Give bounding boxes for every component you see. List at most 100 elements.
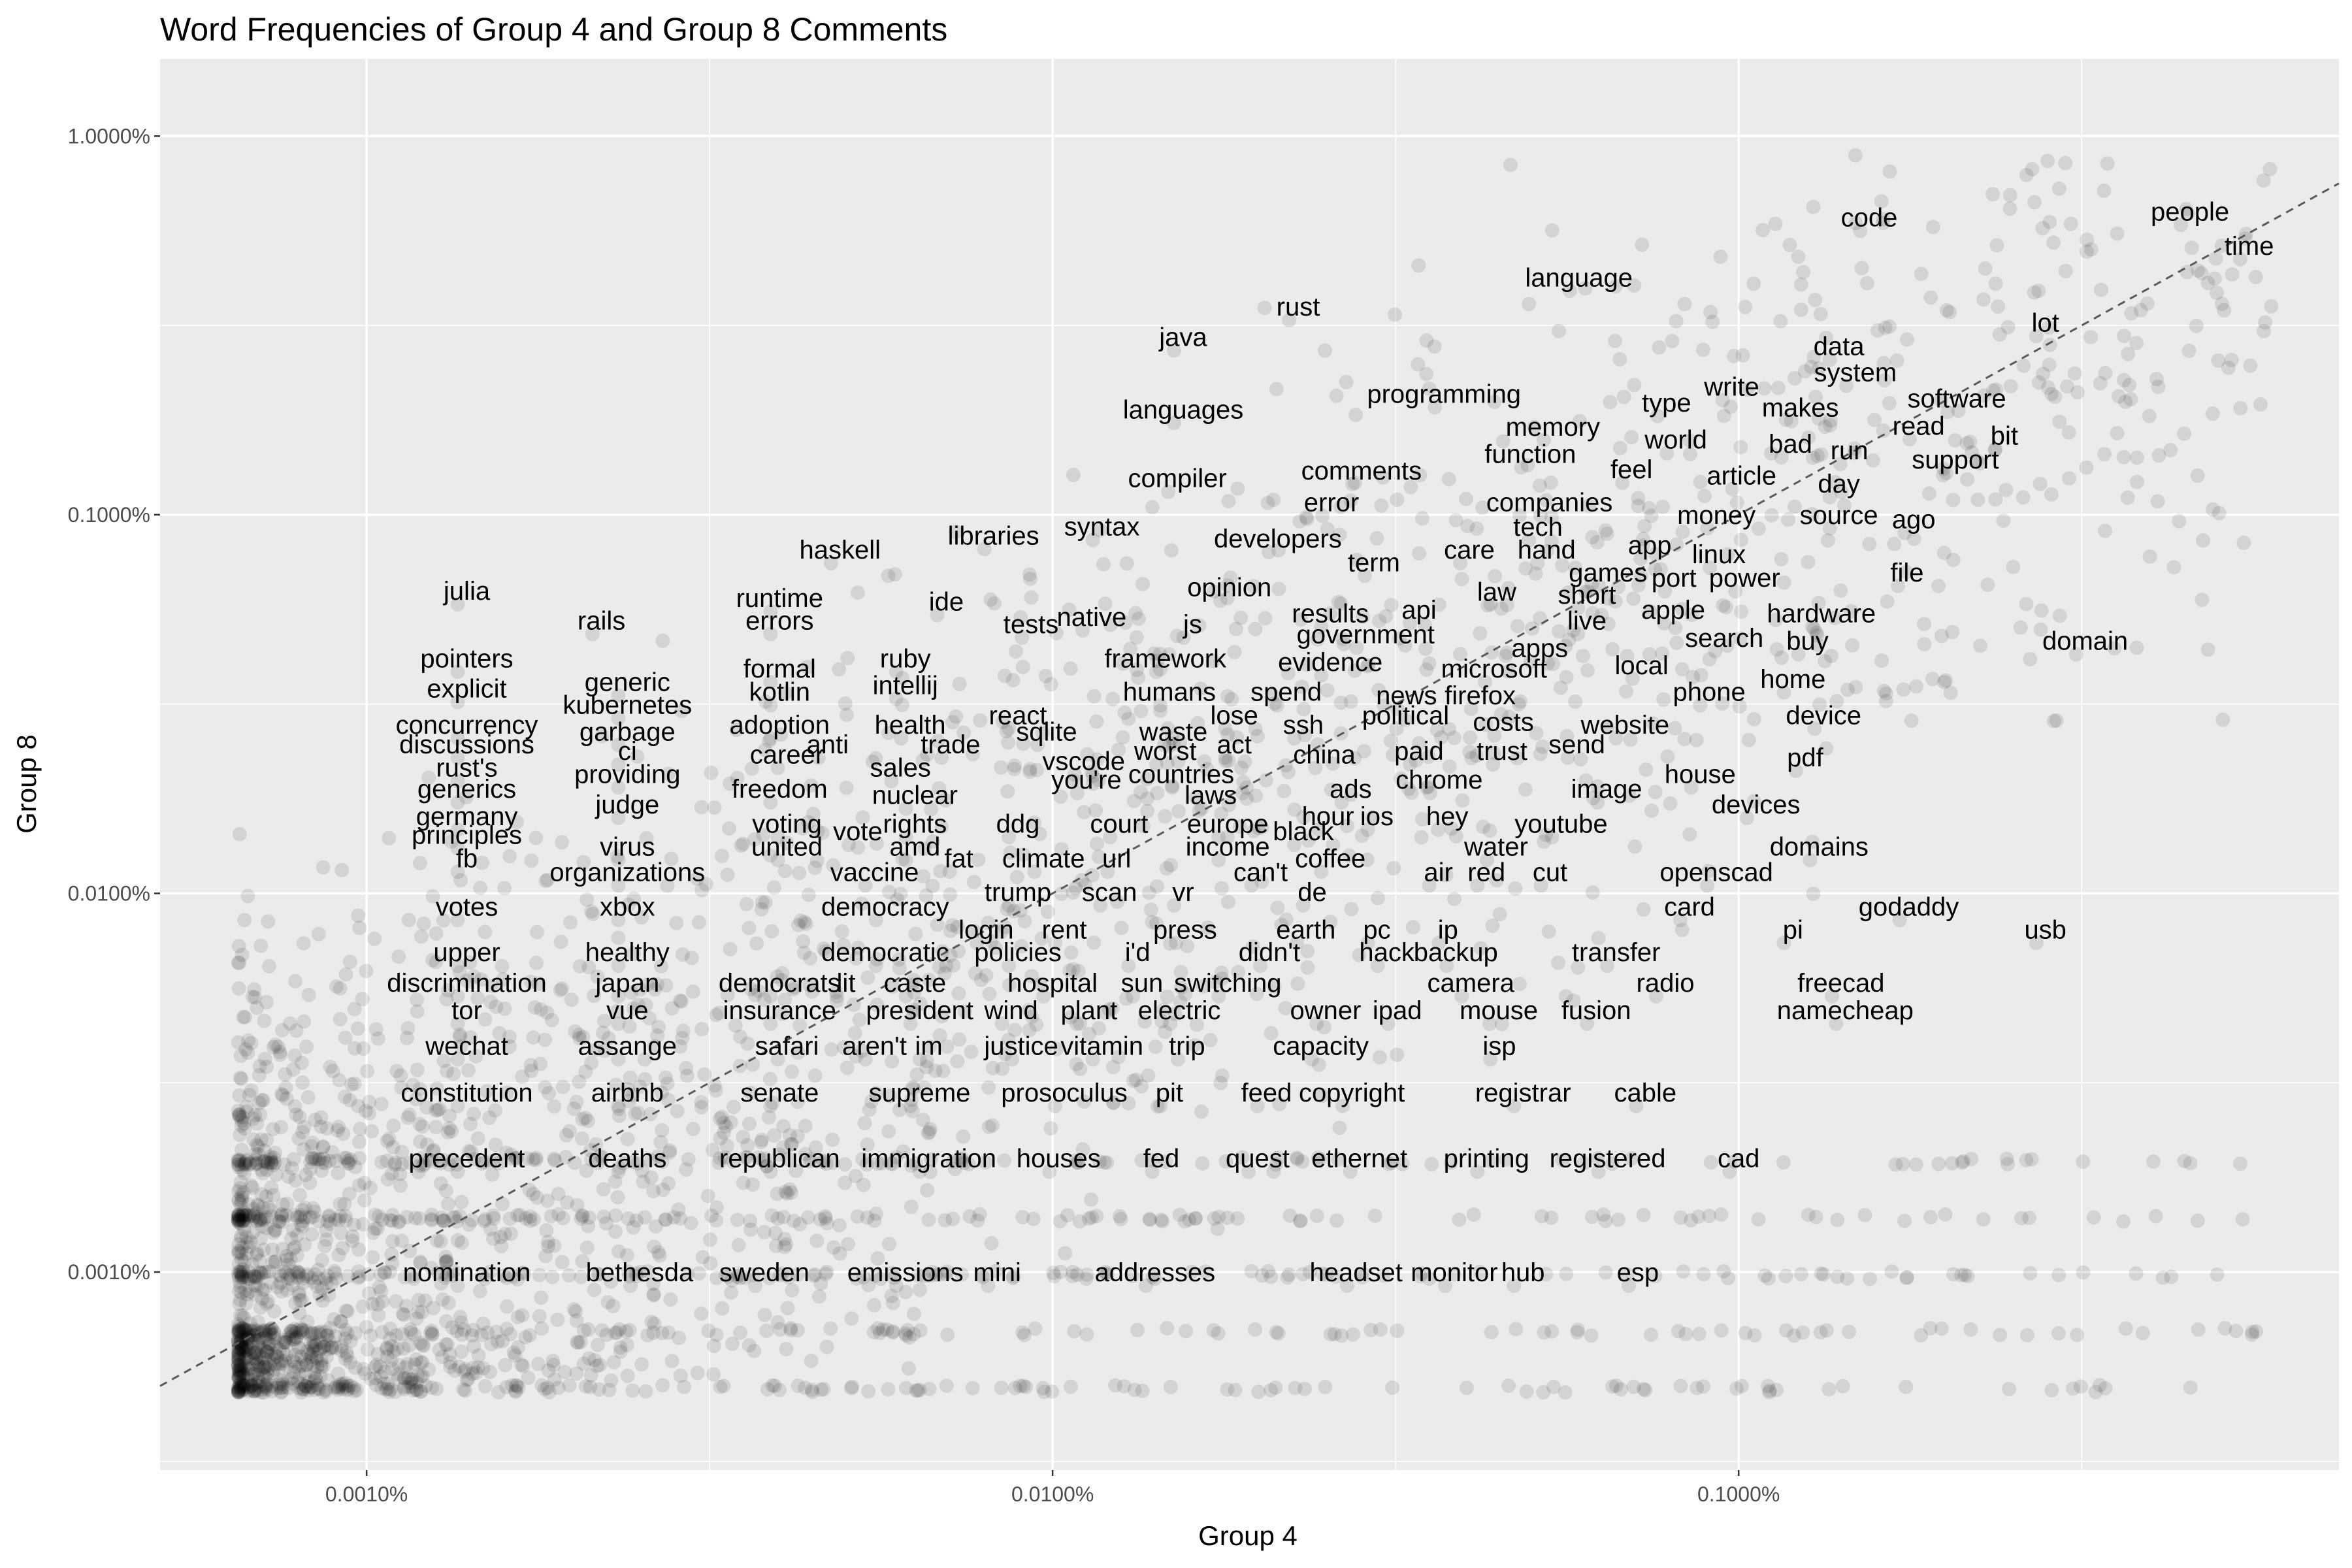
data-point: [249, 1156, 264, 1171]
data-point: [1024, 1009, 1039, 1024]
data-point: [666, 1210, 681, 1225]
data-point: [327, 1312, 342, 1327]
data-point: [282, 1330, 297, 1345]
data-point: [250, 1116, 265, 1131]
data-point: [576, 855, 591, 870]
data-point: [2190, 468, 2205, 483]
data-point: [237, 1343, 252, 1358]
data-point: [1296, 809, 1311, 825]
data-point: [259, 1378, 274, 1393]
data-point: [1313, 1152, 1328, 1167]
data-point: [1356, 610, 1370, 625]
data-point: [1220, 689, 1235, 704]
data-point: [870, 1321, 885, 1336]
data-point: [251, 1139, 265, 1154]
data-point: [2122, 378, 2137, 393]
data-point: [466, 969, 482, 984]
data-point: [478, 1271, 493, 1286]
data-point: [308, 1338, 323, 1353]
word-label: fed: [1143, 1145, 1180, 1173]
data-point: [896, 1144, 911, 1159]
data-point: [1098, 1005, 1113, 1021]
data-point: [231, 1326, 246, 1341]
data-point: [1620, 649, 1635, 664]
data-point: [248, 1107, 263, 1122]
data-point: [253, 1266, 269, 1281]
data-point: [304, 1379, 319, 1394]
data-point: [1993, 1328, 2008, 1343]
data-point: [838, 1157, 853, 1172]
data-point: [1676, 1264, 1691, 1279]
data-point: [333, 1196, 348, 1211]
data-point: [235, 1188, 249, 1203]
data-point: [983, 592, 998, 607]
data-point: [247, 1383, 262, 1398]
data-point: [1821, 1382, 1837, 1397]
word-label: healthy: [585, 938, 670, 967]
data-point: [749, 936, 764, 951]
data-point: [318, 1156, 333, 1171]
data-point: [2229, 1324, 2244, 1339]
data-point: [231, 1157, 246, 1172]
data-point: [861, 1384, 876, 1399]
data-point: [237, 1222, 252, 1237]
data-point: [2020, 1328, 2034, 1343]
data-point: [938, 1213, 953, 1228]
data-point: [1160, 756, 1175, 771]
data-point: [2016, 490, 2031, 505]
word-label: united: [751, 833, 823, 862]
data-point: [1697, 489, 1712, 503]
data-point: [1269, 382, 1284, 397]
data-point: [310, 1380, 325, 1396]
data-point: [596, 1013, 612, 1028]
data-point: [2129, 640, 2144, 655]
data-point: [234, 1285, 249, 1300]
data-point: [717, 1150, 732, 1165]
data-point: [1177, 1214, 1192, 1229]
word-label: costs: [1473, 708, 1533, 737]
data-point: [644, 1170, 659, 1185]
data-point: [231, 1209, 246, 1224]
data-point: [596, 1209, 612, 1224]
data-point: [1063, 1010, 1078, 1024]
word-label: act: [1217, 730, 1252, 759]
data-point: [1233, 610, 1249, 625]
data-point: [1182, 1212, 1197, 1227]
data-point: [1578, 584, 1593, 599]
data-point: [981, 1119, 996, 1134]
data-point: [292, 1267, 307, 1282]
data-point: [1580, 663, 1595, 678]
data-point: [529, 1151, 544, 1166]
data-point: [925, 1265, 939, 1279]
data-point: [370, 1297, 385, 1312]
data-point: [1075, 1142, 1090, 1157]
data-point: [540, 1194, 555, 1208]
data-point: [936, 1064, 951, 1079]
data-point: [1413, 468, 1428, 483]
word-label: assange: [578, 1032, 677, 1061]
data-point: [938, 966, 953, 981]
data-point: [616, 1156, 631, 1171]
data-point: [454, 1235, 469, 1250]
data-point: [1300, 960, 1315, 975]
data-point: [2164, 1269, 2179, 1284]
data-point: [530, 924, 544, 939]
data-point: [253, 1300, 268, 1315]
data-point: [2217, 1321, 2232, 1336]
data-point: [409, 1352, 424, 1367]
data-point: [540, 1380, 555, 1396]
data-point: [1015, 1325, 1030, 1340]
data-point: [388, 1384, 402, 1399]
word-label: search: [1685, 624, 1763, 653]
data-point: [921, 972, 936, 987]
data-point: [2183, 1380, 2198, 1395]
data-point: [1086, 935, 1102, 950]
data-point: [265, 1384, 280, 1399]
data-point: [1642, 647, 1657, 662]
data-point: [817, 941, 831, 956]
data-point: [706, 1367, 721, 1382]
data-point: [1925, 220, 1940, 235]
data-point: [1086, 689, 1102, 704]
word-label: hospital: [1007, 969, 1098, 998]
data-point: [231, 1213, 246, 1228]
